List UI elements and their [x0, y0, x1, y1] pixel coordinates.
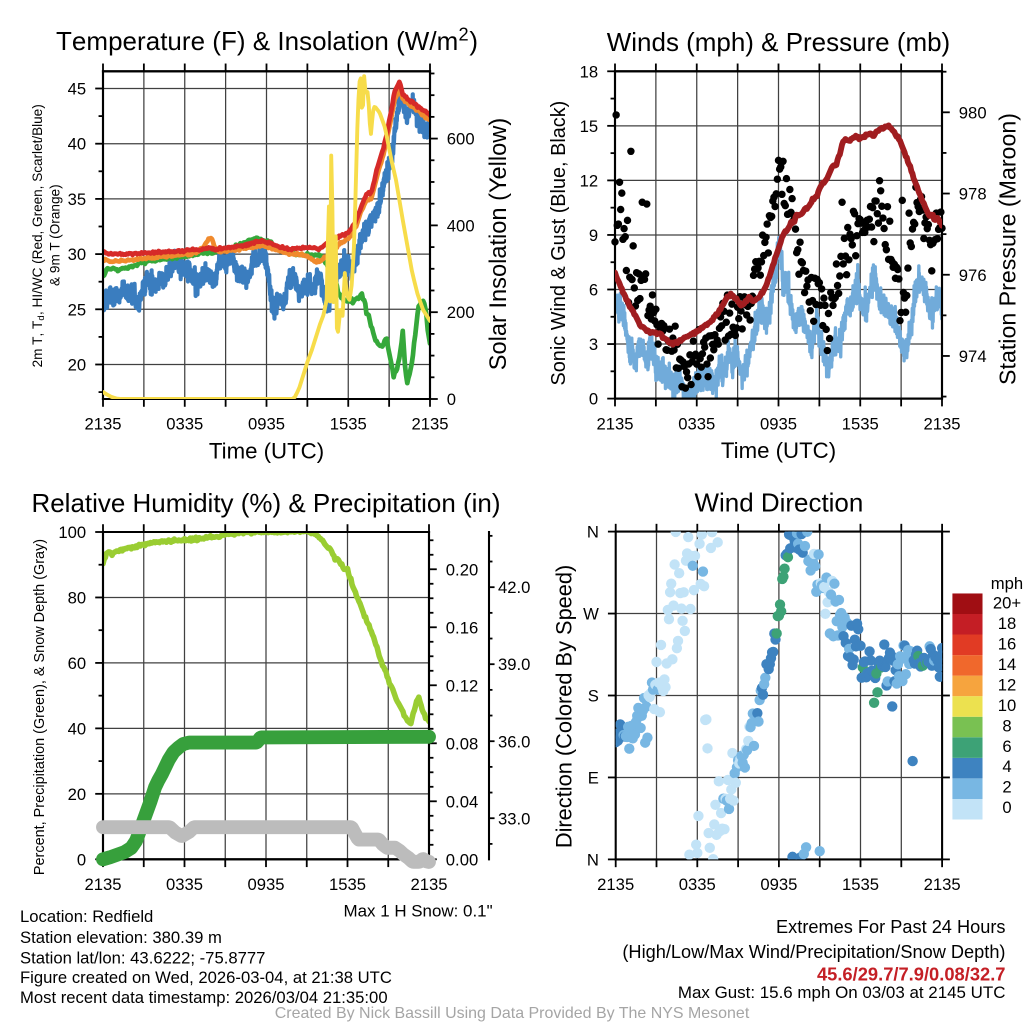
- svg-text:10: 10: [998, 696, 1017, 715]
- svg-text:Wind Direction: Wind Direction: [694, 487, 863, 517]
- svg-text:0935: 0935: [248, 415, 285, 434]
- svg-text:2135: 2135: [596, 414, 633, 433]
- svg-text:0.16: 0.16: [446, 618, 478, 637]
- svg-text:3: 3: [589, 335, 598, 354]
- svg-text:0.20: 0.20: [446, 560, 478, 579]
- svg-text:(High/Low/Max Wind/Precipitati: (High/Low/Max Wind/Precipitation/Snow De…: [622, 942, 1005, 962]
- svg-text:45: 45: [68, 80, 87, 99]
- svg-text:6: 6: [589, 281, 598, 300]
- svg-text:T e m p: T e m p e r a t u r e ( F ) & I n s o l …: [56, 24, 484, 56]
- svg-text:20: 20: [68, 785, 87, 804]
- svg-text:Created By Nick Bassill Using: Created By Nick Bassill Using Data Provi…: [275, 1005, 750, 1022]
- svg-text:0935: 0935: [760, 414, 797, 433]
- svg-text:978: 978: [959, 185, 987, 204]
- svg-text:2135: 2135: [84, 415, 121, 434]
- svg-text:25: 25: [68, 300, 87, 319]
- svg-text:30: 30: [68, 245, 87, 264]
- svg-text:600: 600: [447, 130, 475, 149]
- svg-text:0.08: 0.08: [446, 734, 478, 753]
- svg-text:9: 9: [589, 226, 598, 245]
- svg-text:0335: 0335: [678, 414, 715, 433]
- svg-text:200: 200: [447, 303, 475, 322]
- svg-text:12: 12: [998, 675, 1017, 694]
- svg-text:14: 14: [998, 655, 1017, 674]
- svg-text:18: 18: [580, 62, 599, 81]
- svg-text:15: 15: [580, 117, 599, 136]
- svg-text:100: 100: [58, 523, 86, 542]
- svg-text:1535: 1535: [842, 875, 879, 894]
- svg-text:40: 40: [68, 135, 87, 154]
- svg-text:8: 8: [1002, 716, 1011, 735]
- svg-text:0335: 0335: [166, 875, 203, 894]
- svg-text:20+: 20+: [993, 594, 1021, 613]
- svg-text:mph: mph: [991, 574, 1023, 593]
- svg-text:Percent, Precipitation (Green): Percent, Precipitation (Green), & Snow D…: [32, 539, 48, 875]
- svg-text:0935: 0935: [247, 875, 284, 894]
- svg-text:0.00: 0.00: [446, 850, 478, 869]
- svg-text:1535: 1535: [842, 414, 879, 433]
- svg-text:2135: 2135: [597, 875, 634, 894]
- svg-text:60: 60: [68, 654, 87, 673]
- svg-text:1535: 1535: [329, 875, 366, 894]
- svg-text:974: 974: [959, 347, 987, 366]
- svg-text:Figure created on Wed, 2026-03: Figure created on Wed, 2026-03-04, at 21…: [20, 968, 392, 987]
- svg-text:33.0: 33.0: [498, 809, 530, 828]
- svg-text:Time (UTC): Time (UTC): [209, 438, 324, 463]
- svg-text:Station Pressure (Maroon): Station Pressure (Maroon): [995, 113, 1021, 385]
- svg-text:39.0: 39.0: [498, 655, 530, 674]
- svg-text:& 9m T (Orange): & 9m T (Orange): [47, 184, 62, 286]
- svg-text:45.6/29.7/7.9/0.08/32.7: 45.6/29.7/7.9/0.08/32.7: [817, 963, 1006, 984]
- svg-text:Station elevation: 380.39 m: Station elevation: 380.39 m: [20, 928, 222, 947]
- svg-text:Station lat/lon: 43.6222; -75.: Station lat/lon: 43.6222; -75.8777: [20, 948, 265, 967]
- svg-text:E: E: [588, 768, 599, 787]
- svg-text:Winds (mph) & Pressure (mb): Winds (mph) & Pressure (mb): [607, 27, 950, 57]
- svg-text:976: 976: [959, 266, 987, 285]
- svg-text:N: N: [587, 523, 599, 542]
- svg-text:Sonic Wind & Gust (Blue, Black: Sonic Wind & Gust (Blue, Black): [548, 101, 570, 386]
- svg-text:42.0: 42.0: [498, 578, 530, 597]
- svg-text:Solar Insolation (Yellow): Solar Insolation (Yellow): [486, 118, 512, 370]
- svg-text:980: 980: [959, 103, 987, 122]
- svg-text:2 m T: 2 m T , T , H I / W C ( R e d , G r: [22, 99, 47, 368]
- svg-text:35: 35: [68, 190, 87, 209]
- svg-text:Extremes For Past 24 Hours: Extremes For Past 24 Hours: [776, 917, 1005, 937]
- svg-text:12: 12: [580, 171, 599, 190]
- svg-text:20: 20: [68, 356, 87, 375]
- svg-text:W: W: [583, 605, 599, 624]
- svg-text:80: 80: [68, 588, 87, 607]
- svg-text:0: 0: [589, 390, 598, 409]
- svg-text:2135: 2135: [923, 414, 960, 433]
- svg-text:N: N: [587, 850, 599, 869]
- svg-text:0: 0: [447, 390, 456, 409]
- svg-text:2135: 2135: [411, 415, 448, 434]
- svg-text:0935: 0935: [760, 875, 797, 894]
- svg-text:400: 400: [447, 216, 475, 235]
- svg-text:2135: 2135: [84, 875, 121, 894]
- svg-text:18: 18: [998, 614, 1017, 633]
- svg-text:Time (UTC): Time (UTC): [721, 438, 836, 463]
- svg-text:2135: 2135: [410, 875, 447, 894]
- svg-text:Max Gust: 15.6 mph On 03/03 at: Max Gust: 15.6 mph On 03/03 at 2145 UTC: [678, 983, 1006, 1002]
- svg-text:2: 2: [1002, 778, 1011, 797]
- svg-text:0: 0: [1002, 798, 1011, 817]
- svg-text:36.0: 36.0: [498, 732, 530, 751]
- svg-text:4: 4: [1002, 757, 1011, 776]
- svg-text:0.04: 0.04: [446, 792, 478, 811]
- svg-text:Direction (Colored By Speed): Direction (Colored By Speed): [552, 565, 577, 849]
- svg-text:16: 16: [998, 635, 1017, 654]
- svg-text:0.12: 0.12: [446, 676, 478, 695]
- svg-text:0335: 0335: [166, 415, 203, 434]
- svg-text:Max 1 H Snow: 0.1": Max 1 H Snow: 0.1": [343, 902, 492, 921]
- svg-text:Location: Redfield: Location: Redfield: [20, 907, 153, 926]
- svg-text:0335: 0335: [679, 875, 716, 894]
- svg-text:S: S: [588, 687, 599, 706]
- svg-text:0: 0: [77, 850, 86, 869]
- svg-text:Relative Humidity (%) & Precip: Relative Humidity (%) & Precipitation (i…: [31, 488, 500, 518]
- svg-text:1535: 1535: [330, 415, 367, 434]
- svg-text:40: 40: [68, 719, 87, 738]
- svg-text:6: 6: [1002, 737, 1011, 756]
- svg-text:2135: 2135: [924, 875, 961, 894]
- svg-text:Most recent data timestamp: 20: Most recent data timestamp: 2026/03/04 2…: [20, 988, 388, 1007]
